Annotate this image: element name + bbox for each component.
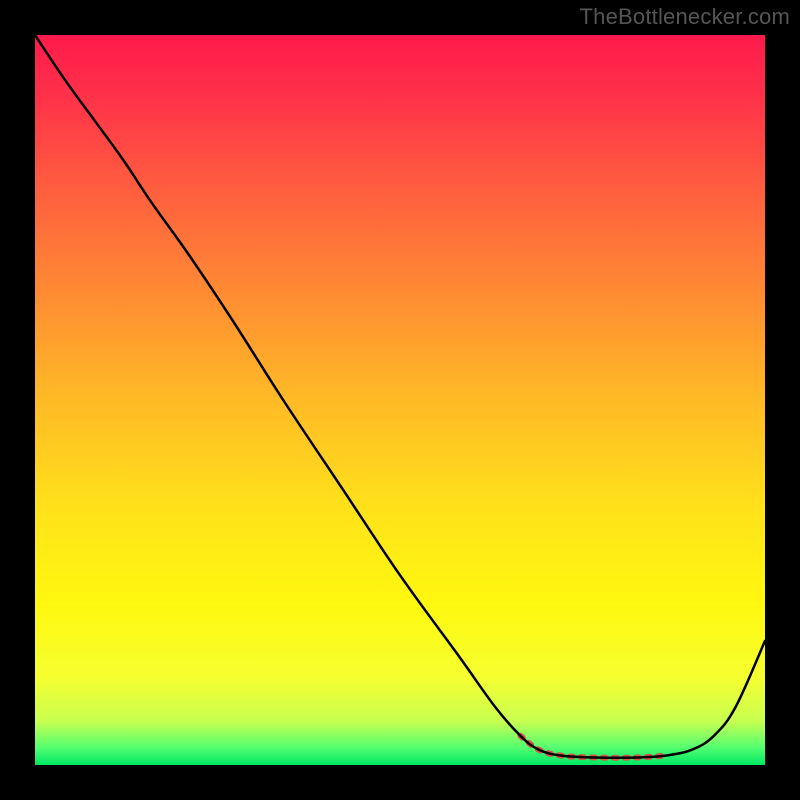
plot-area — [35, 35, 765, 765]
watermark-text: TheBottlenecker.com — [580, 4, 790, 30]
gradient-background — [35, 35, 765, 765]
bottleneck-curve-chart — [35, 35, 765, 765]
chart-frame: TheBottlenecker.com — [0, 0, 800, 800]
